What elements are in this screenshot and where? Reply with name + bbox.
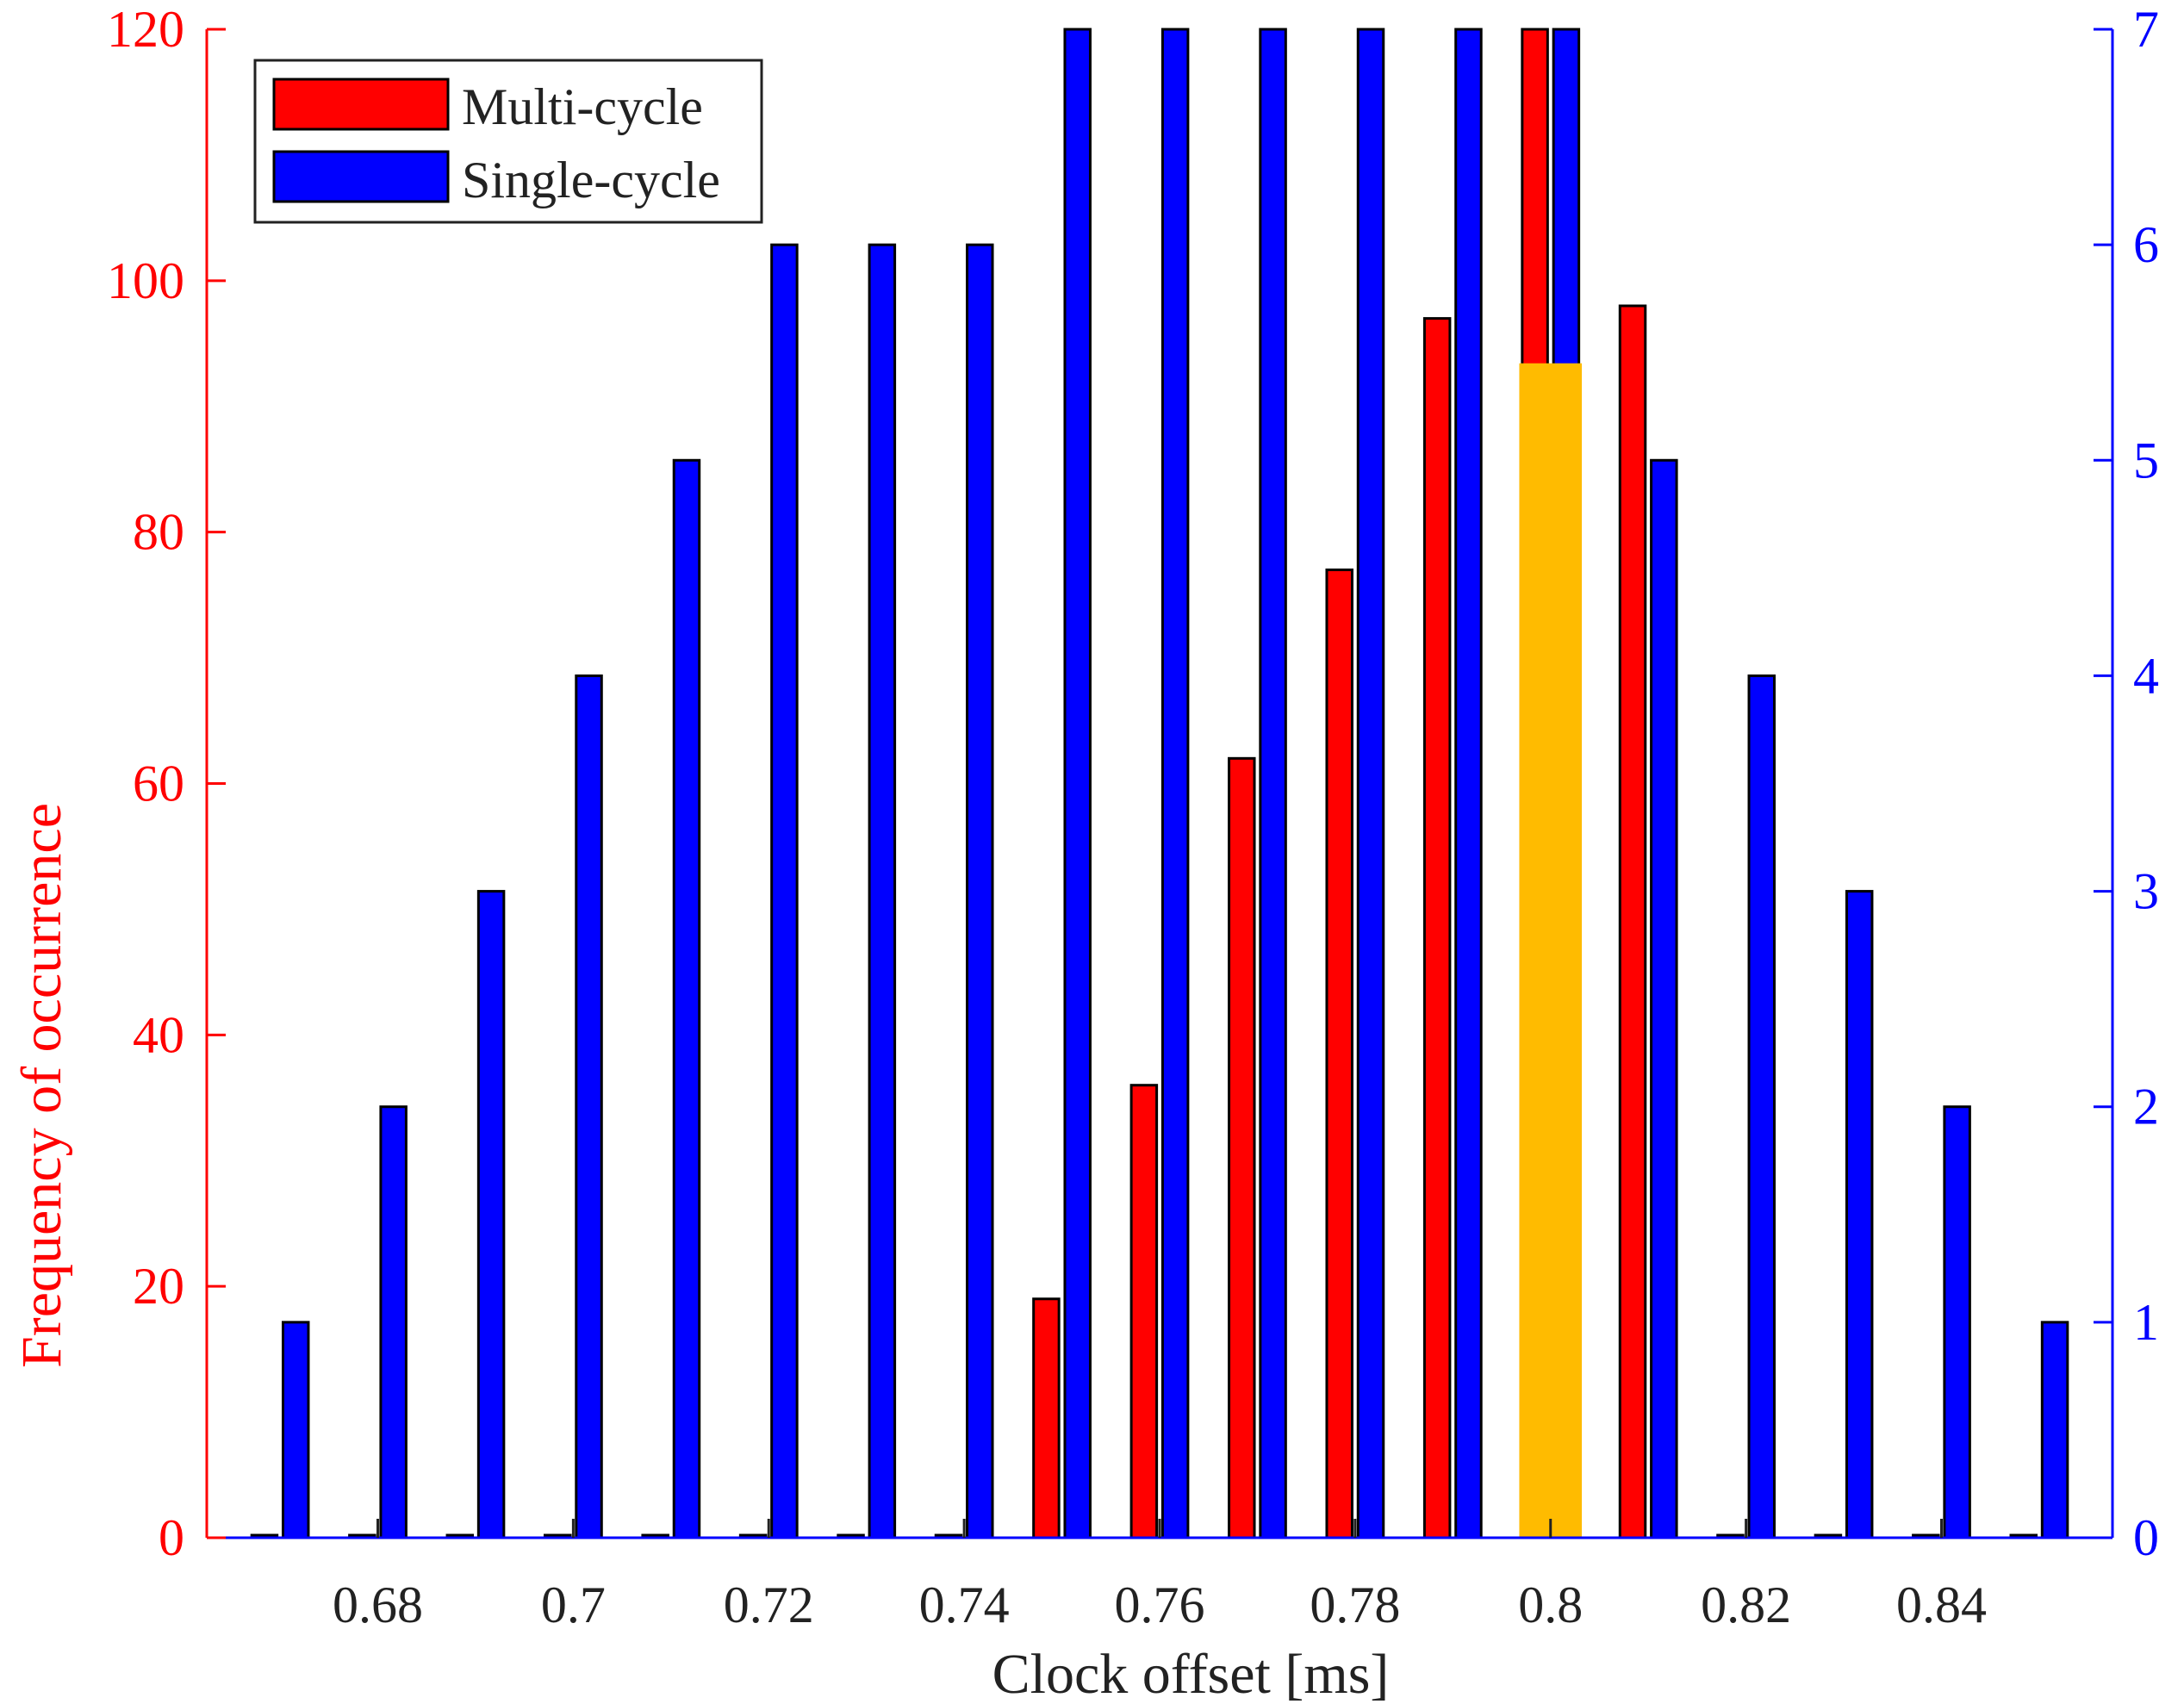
right-y-axis-ticks: 0 1 2 3 4 5 6 7 [2094, 1, 2159, 1566]
bar-multi-cycle-0.76 [1129, 1084, 1159, 1539]
legend-label-multi-cycle: Multi-cycle [462, 78, 703, 135]
legend-swatch-multi-cycle [272, 78, 450, 131]
bar-single-cycle-0.75 [1063, 28, 1092, 1539]
bar-multi-cycle-0.78 [1325, 568, 1353, 1539]
x-tick-label: 0.8 [1518, 1577, 1583, 1633]
bar-single-cycle-0.68 [379, 1105, 408, 1539]
right-y-tick-label: 5 [2133, 432, 2159, 488]
left-y-tick-label: 80 [133, 504, 184, 561]
left-y-tick-label: 0 [159, 1509, 184, 1566]
right-y-tick-label: 7 [2133, 1, 2159, 58]
legend-label-single-cycle: Single-cycle [462, 152, 720, 208]
bar-single-cycle-0.83 [1845, 890, 1874, 1539]
bar-single-cycle-0.72 [770, 243, 799, 1539]
right-y-tick-label: 3 [2133, 863, 2159, 920]
right-y-tick-label: 0 [2133, 1509, 2159, 1566]
bar-single-cycle-0.79 [1454, 28, 1483, 1539]
right-y-tick-label: 2 [2133, 1079, 2159, 1135]
bar-single-cycle-0.74 [966, 243, 994, 1539]
bar-single-cycle-0.78 [1356, 28, 1385, 1539]
legend: Multi-cycle Single-cycle [253, 59, 763, 224]
x-tick-label: 0.78 [1310, 1577, 1400, 1633]
left-y-axis-label: Frequency of occurrence [10, 803, 73, 1368]
left-y-tick-label: 120 [107, 1, 184, 58]
bar-single-cycle-0.67 [281, 1321, 310, 1539]
highlight-bar [1519, 363, 1583, 1538]
bar-multi-cycle-0.79 [1422, 317, 1452, 1539]
bar-single-cycle-0.77 [1259, 28, 1287, 1539]
left-y-tick-label: 20 [133, 1258, 184, 1315]
right-y-tick-label: 6 [2133, 216, 2159, 273]
left-y-tick-label: 100 [107, 252, 184, 309]
bar-single-cycle-0.70 [575, 674, 603, 1539]
bar-single-cycle-0.73 [868, 243, 897, 1539]
bar-single-cycle-0.84 [1943, 1105, 1971, 1539]
left-y-axis-ticks: 0 20 40 60 80 100 120 [107, 1, 226, 1566]
legend-swatch-single-cycle [272, 150, 450, 203]
bar-single-cycle-0.76 [1160, 28, 1190, 1539]
bar-multi-cycle-0.77 [1228, 756, 1256, 1539]
left-y-tick-label: 60 [133, 756, 184, 812]
x-tick-label: 0.68 [333, 1577, 423, 1633]
x-tick-label: 0.7 [541, 1577, 606, 1633]
x-axis-label: Clock offset [ms] [992, 1643, 1390, 1704]
right-y-tick-label: 4 [2133, 647, 2159, 704]
x-axis-ticks: 0.68 0.7 0.72 0.74 0.76 0.78 0.8 0.82 0.84 [333, 1519, 1987, 1633]
left-y-tick-label: 40 [133, 1006, 184, 1063]
bar-multi-cycle-0.81 [1618, 304, 1647, 1539]
single-cycle-bars [281, 28, 2069, 1539]
x-tick-label: 0.82 [1701, 1577, 1791, 1633]
bar-single-cycle-0.71 [672, 458, 701, 1539]
bar-single-cycle-0.82 [1747, 674, 1776, 1539]
highlight-bar-group [1519, 363, 1583, 1538]
x-tick-label: 0.76 [1115, 1577, 1205, 1633]
bar-single-cycle-0.69 [476, 890, 506, 1539]
right-y-tick-label: 1 [2133, 1294, 2159, 1351]
bar-single-cycle-0.81 [1650, 458, 1678, 1539]
bar-multi-cycle-0.75 [1032, 1297, 1061, 1539]
bar-single-cycle-0.85 [2040, 1321, 2069, 1539]
x-tick-label: 0.84 [1896, 1577, 1987, 1633]
x-tick-label: 0.72 [724, 1577, 814, 1633]
x-tick-label: 0.74 [919, 1577, 1010, 1633]
